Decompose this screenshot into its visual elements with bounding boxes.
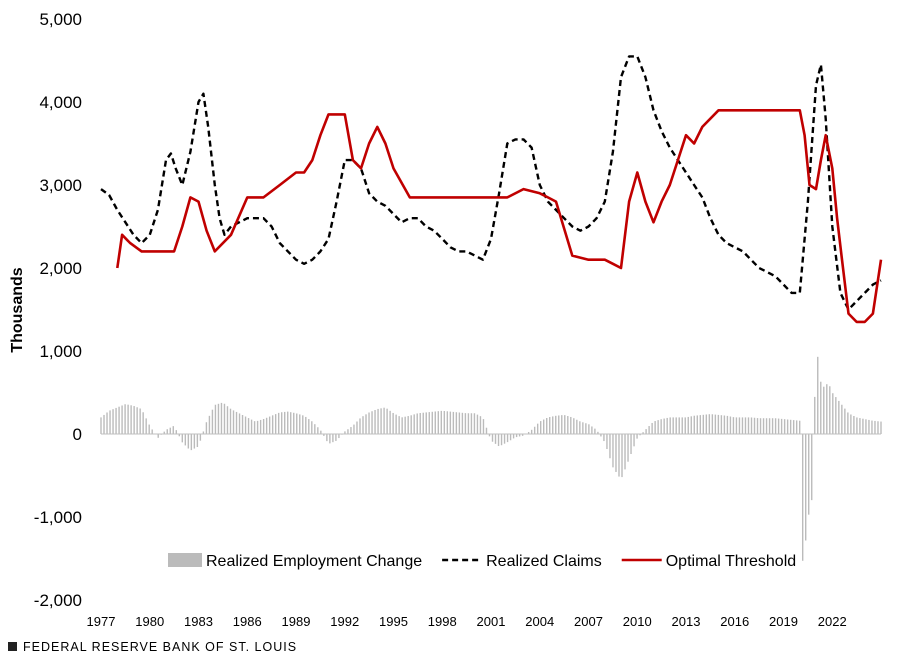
y-tick-label: 3,000 <box>39 176 82 195</box>
bars-layer <box>100 356 882 561</box>
y-tick-label: 0 <box>73 425 82 444</box>
legend: Realized Employment Change Realized Claim… <box>168 553 796 570</box>
source-footer: FEDERAL RESERVE BANK OF ST. LOUIS <box>8 640 297 654</box>
x-tick-label: 2007 <box>574 614 603 629</box>
optimal-threshold-line <box>116 109 883 324</box>
y-tick-label: 1,000 <box>39 342 82 361</box>
x-tick-label: 1977 <box>87 614 116 629</box>
legend-label: Realized Employment Change <box>206 553 422 570</box>
legend-label: Realized Claims <box>486 553 602 570</box>
x-tick-label: 2001 <box>477 614 506 629</box>
x-tick-label: 2022 <box>818 614 847 629</box>
x-tick-labels: 1977 1980 1983 1986 1989 1992 1995 1998 2001 2004… <box>87 614 847 629</box>
y-axis-label: Thousands <box>9 267 26 352</box>
x-tick-label: 1992 <box>330 614 359 629</box>
y-tick-label: 2,000 <box>39 259 82 278</box>
y-tick-label: 5,000 <box>39 10 82 29</box>
y-tick-label: -2,000 <box>34 591 82 610</box>
source-square-icon <box>8 642 17 651</box>
y-tick-label: -1,000 <box>34 508 82 527</box>
legend-label: Optimal Threshold <box>666 553 796 570</box>
y-tick-label: 4,000 <box>39 93 82 112</box>
x-tick-label: 1986 <box>233 614 262 629</box>
lines-layer <box>100 55 883 324</box>
x-tick-label: 2010 <box>623 614 652 629</box>
source-label: FEDERAL RESERVE BANK OF ST. LOUIS <box>23 640 298 654</box>
y-tick-labels: -2,000 -1,000 0 1,000 2,000 3,000 4,000 5,000 <box>34 10 82 610</box>
realized-claims-line <box>100 55 882 311</box>
x-tick-label: 2013 <box>672 614 701 629</box>
x-tick-label: 1989 <box>282 614 311 629</box>
x-tick-label: 1980 <box>135 614 164 629</box>
x-tick-label: 2019 <box>769 614 798 629</box>
x-tick-label: 1998 <box>428 614 457 629</box>
x-tick-label: 2004 <box>525 614 554 629</box>
x-tick-label: 1983 <box>184 614 213 629</box>
x-tick-label: 1995 <box>379 614 408 629</box>
x-tick-label: 2016 <box>720 614 749 629</box>
legend-swatch-employment-change <box>168 553 202 567</box>
chart: -2,000 -1,000 0 1,000 2,000 3,000 4,000 5,000 1… <box>9 10 883 629</box>
